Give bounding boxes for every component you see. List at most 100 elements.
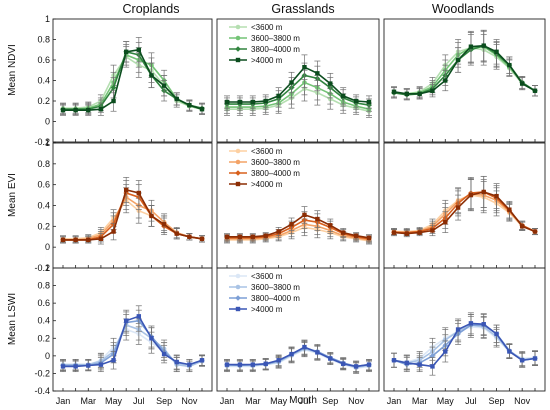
series-line [227, 81, 370, 110]
y-tick-label: 0.6 [37, 55, 50, 65]
x-tick-label: Jul [465, 396, 477, 406]
row-label-evi: Mean EVI [7, 173, 18, 217]
x-axis-label: Month [289, 395, 317, 406]
series-line [63, 315, 203, 368]
y-tick-label: 1 [45, 263, 50, 273]
legend-marker [235, 170, 241, 176]
legend-label: 3800–4000 m [251, 294, 300, 303]
panel-woodlands-lswi: Jan Mar May Jul Sep Nov [383, 267, 546, 406]
x-tick-label: Nov [348, 396, 365, 406]
data-point [289, 80, 294, 85]
series-1 [224, 342, 372, 374]
data-point [276, 229, 281, 234]
data-point [443, 349, 448, 354]
data-point [263, 361, 268, 366]
series-line [227, 214, 370, 239]
series-3 [391, 29, 538, 101]
data-point [187, 102, 192, 108]
series-line [63, 196, 203, 241]
data-point [73, 364, 78, 369]
legend-label: >4000 m [251, 305, 283, 314]
panel-frame [52, 18, 213, 143]
legend-label: >4000 m [251, 56, 283, 65]
data-point [481, 322, 486, 327]
series-4 [391, 29, 538, 100]
legend-marker [235, 273, 241, 279]
y-tick-label: 1 [45, 138, 50, 148]
data-point [86, 108, 91, 113]
data-point [455, 57, 461, 63]
data-point [123, 49, 129, 54]
legend-marker [235, 57, 241, 63]
panel-frame [383, 18, 546, 143]
data-point [328, 356, 333, 361]
data-point [340, 93, 346, 99]
x-tick-label: May [105, 396, 123, 406]
data-point [174, 231, 179, 236]
data-point [391, 230, 397, 235]
panel-grasslands-ndvi: <3600 m 3600–3800 m 3800–4000 m >4000 m [216, 18, 380, 143]
data-point [430, 88, 435, 93]
y-tick-label: 0.8 [37, 159, 50, 169]
panel-grasslands-evi: <3600 m 3600–3800 m 3800–4000 m >4000 m [216, 142, 380, 269]
data-point [366, 362, 372, 367]
series-2 [391, 30, 538, 100]
data-point [136, 190, 142, 196]
data-point [443, 219, 448, 225]
data-point [507, 349, 512, 354]
data-point [73, 108, 78, 113]
legend-label: 3800–4000 m [251, 45, 300, 54]
legend-marker [235, 148, 241, 154]
column-title-woodlands: Woodlands [432, 2, 494, 16]
series-line [63, 192, 203, 241]
data-point [263, 233, 268, 238]
x-tick-label: Jan [387, 396, 402, 406]
y-tick-label: 0.2 [37, 333, 50, 343]
data-point [429, 353, 436, 359]
legend-marker [235, 181, 241, 187]
data-point [187, 362, 192, 367]
panel-croplands-ndvi: -0.2 0 0.2 0.4 0.6 0.8 1 [34, 14, 213, 147]
data-point [417, 91, 422, 97]
legend-label: 3600–3800 m [251, 34, 300, 43]
y-tick-label: -0.2 [34, 263, 50, 273]
series-3 [60, 180, 205, 244]
data-point [111, 229, 116, 234]
legend-label: 3600–3800 m [251, 283, 300, 292]
data-point [532, 229, 538, 234]
y-tick-label: 0.8 [37, 35, 50, 45]
data-point [161, 351, 167, 357]
data-point [507, 207, 512, 212]
data-point [468, 44, 474, 49]
x-tick-label: Jan [220, 396, 235, 406]
data-point [328, 223, 333, 228]
legend-label: >4000 m [251, 180, 283, 189]
x-tick-label: Jan [56, 396, 71, 406]
data-point [224, 362, 230, 367]
data-point [302, 64, 307, 70]
x-tick-label: Nov [514, 396, 531, 406]
data-point [86, 363, 91, 368]
column-title-croplands: Croplands [123, 2, 180, 16]
data-point [276, 93, 281, 99]
data-point [111, 98, 116, 104]
data-point [199, 236, 205, 242]
data-point [149, 213, 154, 219]
series-4 [224, 54, 372, 109]
y-tick-label: 0 [45, 117, 50, 127]
data-point [174, 359, 179, 365]
legend-label: <3600 m [251, 23, 283, 32]
panel-frame [216, 267, 380, 392]
data-point [519, 224, 525, 229]
data-point [250, 99, 256, 105]
data-point [353, 233, 359, 238]
data-point [60, 237, 66, 243]
data-point [353, 364, 359, 369]
series-4 [224, 206, 372, 242]
y-tick-label: -0.4 [34, 386, 50, 396]
series-2 [391, 178, 538, 237]
y-tick-label: 0.2 [37, 96, 50, 106]
series-4 [60, 305, 205, 373]
series-line [393, 193, 536, 234]
